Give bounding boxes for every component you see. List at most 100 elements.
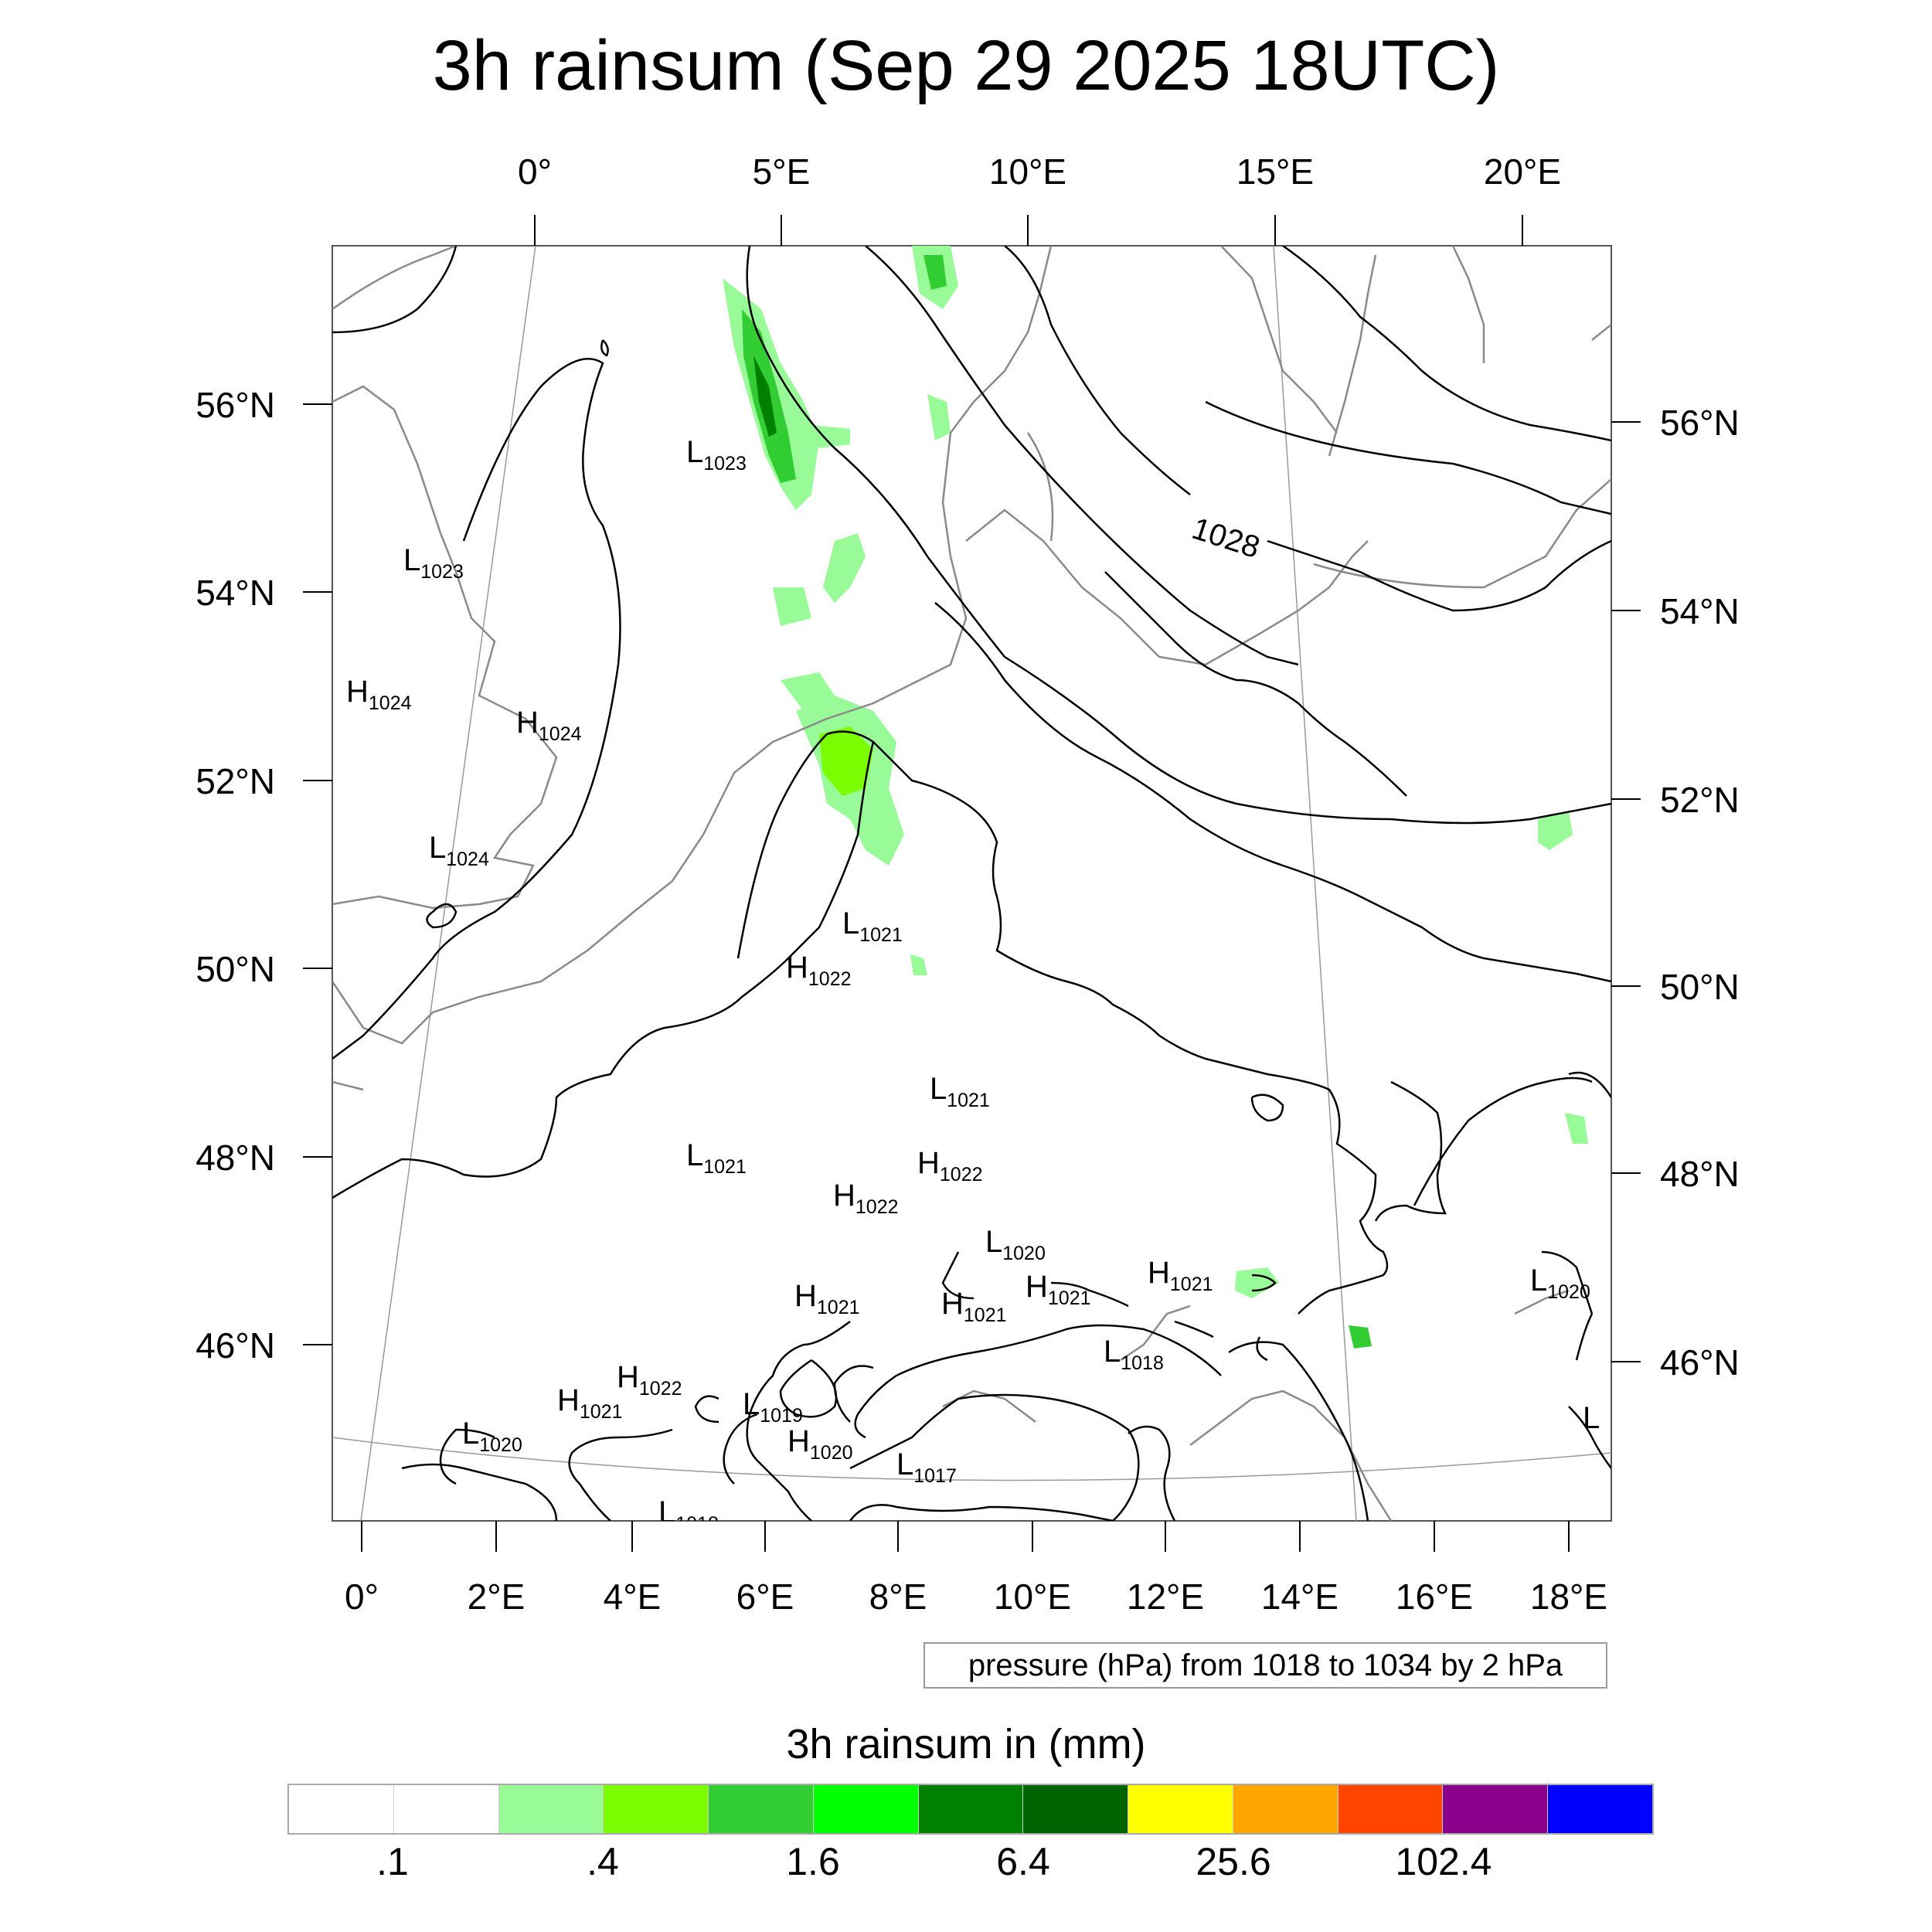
pressure-center-label: H1021 (794, 1279, 860, 1318)
pressure-center-label: L1021 (842, 906, 903, 946)
pressure-center-type: H (1026, 1270, 1048, 1304)
bottom-longitude-label: 10°E (994, 1577, 1071, 1617)
right-latitude-label: 46°N (1660, 1342, 1740, 1383)
colorbar-tick-label: 102.4 (1395, 1840, 1492, 1883)
pressure-center-type: L (462, 1417, 479, 1451)
pressure-center-type: L (658, 1495, 675, 1529)
colorbar-tick-label: 1.6 (786, 1840, 840, 1883)
pressure-center-type: H (516, 706, 539, 740)
pressure-center-label: H1021 (941, 1287, 1007, 1326)
colorbar-segment (1128, 1785, 1233, 1833)
bottom-longitude-label: 14°E (1261, 1577, 1338, 1617)
isobars (332, 246, 1611, 1521)
colorbar-segment (918, 1785, 1024, 1833)
colorbar-segment (1233, 1785, 1338, 1833)
pressure-center-label: H1024 (516, 706, 582, 745)
left-latitude-label: 56°N (196, 385, 275, 425)
bottom-longitude-label: 8°E (869, 1577, 927, 1617)
top-longitude-label: 0° (518, 151, 552, 192)
rain-area (823, 533, 866, 603)
pressure-center-value: 1021 (859, 924, 903, 946)
pressure-center-type: H (917, 1146, 940, 1180)
pressure-center-value: 1022 (808, 968, 852, 990)
left-latitude-label: 52°N (196, 761, 275, 801)
bottom-longitude-label: 16°E (1396, 1577, 1473, 1617)
colorbar (287, 1784, 1654, 1835)
pressure-center-label: L (1583, 1401, 1600, 1435)
pressure-center-value: 1022 (940, 1164, 983, 1185)
pressure-center-type: H (833, 1179, 855, 1213)
pressure-center-value: 1022 (639, 1378, 682, 1400)
pressure-center-label: L1020 (1530, 1264, 1590, 1303)
pressure-center-type: L (1583, 1401, 1600, 1435)
colorbar-segment (393, 1785, 499, 1833)
bottom-longitude-label: 12°E (1127, 1577, 1204, 1617)
colorbar-labels: .1 .4 1.6 6.4 25.6 102.4 (0, 1839, 1932, 1893)
bottom-longitude-label: 18°E (1530, 1577, 1607, 1617)
axis-tick-labels: 0° 5°E 10°E 15°E 20°E 0° 2°E 4°E 6°E 8°E 10°E 12°E 1… (196, 151, 1740, 1617)
colorbar-tick-label: .4 (587, 1840, 619, 1883)
pressure-center-label: L1024 (429, 831, 489, 870)
pressure-center-type: L (930, 1072, 947, 1106)
pressure-center-value: 1021 (947, 1090, 990, 1111)
pressure-center-label: H1021 (1148, 1256, 1213, 1295)
pressure-center-label: L1021 (930, 1072, 990, 1111)
pressure-center-value: 1021 (1170, 1274, 1213, 1295)
pressure-center-type: L (686, 435, 703, 469)
pressure-center-type: L (1104, 1335, 1121, 1369)
right-latitude-label: 54°N (1660, 591, 1740, 631)
pressure-center-label: L1019 (743, 1387, 803, 1427)
pressure-center-type: H (617, 1360, 639, 1394)
left-latitude-label: 50°N (196, 949, 275, 989)
left-latitude-label: 46°N (196, 1325, 275, 1366)
bottom-longitude-label: 6°E (736, 1577, 794, 1617)
pressure-center-type: H (557, 1383, 580, 1417)
pressure-center-label: H1022 (833, 1179, 899, 1218)
pressure-legend: pressure (hPa) from 1018 to 1034 by 2 hP… (923, 1642, 1607, 1689)
chart-title: 3h rainsum (Sep 29 2025 18UTC) (432, 26, 1500, 105)
pressure-center-type: H (786, 951, 808, 985)
pressure-center-label: L1023 (403, 543, 464, 583)
colorbar-segment (709, 1785, 814, 1833)
top-longitude-label: 20°E (1484, 151, 1561, 192)
pressure-center-value: 1024 (369, 692, 412, 714)
top-longitude-label: 10°E (989, 151, 1066, 192)
pressure-center-type: H (941, 1287, 964, 1321)
pressure-center-value: 1024 (539, 723, 582, 745)
rain-area (819, 726, 873, 796)
pressure-center-label: L1023 (686, 435, 747, 474)
pressure-center-value: 1017 (913, 1465, 957, 1487)
left-latitude-label: 54°N (196, 573, 275, 613)
rain-area (1538, 811, 1573, 850)
right-latitude-label: 48°N (1660, 1154, 1740, 1194)
rain-area (1565, 1113, 1588, 1144)
map-frame (332, 245, 1612, 1522)
colorbar-segment (604, 1785, 709, 1833)
pressure-center-value: 1019 (760, 1405, 803, 1427)
colorbar-segment (289, 1785, 394, 1833)
pressure-center-label: L1020 (985, 1225, 1046, 1264)
colorbar-segment (1443, 1785, 1549, 1833)
pressure-center-type: H (794, 1279, 817, 1313)
rain-area (910, 954, 927, 975)
bottom-longitude-label: 4°E (604, 1577, 662, 1617)
rain-area (811, 425, 850, 448)
pressure-center-label: H1022 (786, 951, 852, 990)
pressure-center-type: L (686, 1138, 703, 1172)
pressure-center-value: 1020 (1547, 1281, 1590, 1303)
rain-area (773, 587, 811, 626)
pressure-center-type: H (1148, 1256, 1170, 1290)
pressure-center-label: L1020 (462, 1417, 522, 1456)
pressure-center-label: H1022 (917, 1146, 983, 1185)
pressure-center-type: L (985, 1225, 1002, 1259)
left-latitude-label: 48°N (196, 1138, 275, 1178)
pressure-center-label: L1017 (896, 1447, 957, 1487)
colorbar-segment (1548, 1785, 1652, 1833)
pressure-center-type: L (403, 543, 420, 577)
top-longitude-label: 5°E (753, 151, 811, 192)
pressure-center-value: 1021 (580, 1401, 623, 1423)
bottom-longitude-label: 2°E (468, 1577, 526, 1617)
pressure-center-value: 1020 (479, 1434, 522, 1456)
pressure-center-label: H1020 (787, 1424, 853, 1464)
